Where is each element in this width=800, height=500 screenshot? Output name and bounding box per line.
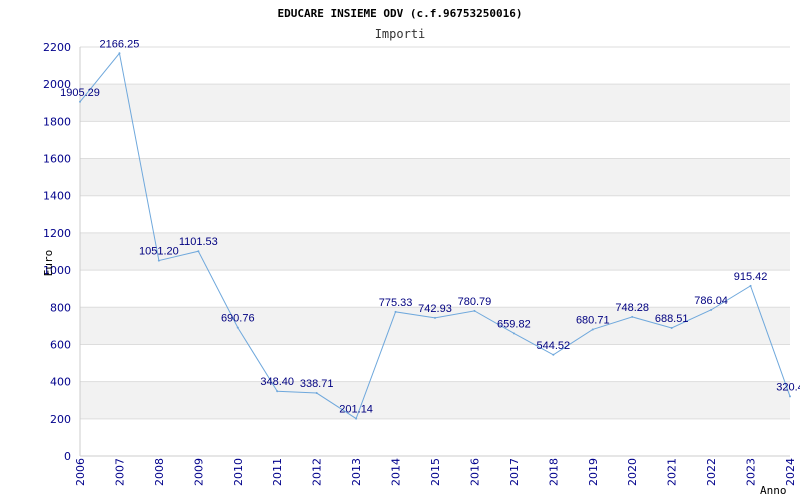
data-point bbox=[789, 395, 791, 398]
data-series bbox=[79, 52, 791, 420]
data-label: 775.33 bbox=[379, 297, 413, 309]
y-axis-label: Euro bbox=[42, 250, 55, 277]
x-tick-label: 2013 bbox=[350, 458, 363, 486]
data-point bbox=[434, 316, 436, 319]
data-label: 680.71 bbox=[576, 314, 610, 326]
y-tick-label: 1800 bbox=[43, 115, 71, 128]
x-tick-label: 2009 bbox=[192, 458, 205, 486]
x-tick-label: 2019 bbox=[587, 458, 600, 486]
data-point bbox=[512, 332, 515, 335]
data-label: 659.82 bbox=[497, 318, 531, 330]
grid-band bbox=[80, 158, 790, 196]
grid-band bbox=[80, 381, 790, 419]
y-tick-label: 1600 bbox=[43, 153, 71, 166]
data-label: 690.76 bbox=[221, 313, 255, 325]
grid-band bbox=[80, 307, 790, 345]
y-tick-label: 1200 bbox=[43, 227, 71, 240]
x-tick-label: 2022 bbox=[705, 458, 718, 486]
x-tick-label: 2017 bbox=[508, 458, 521, 486]
x-tick-label: 2018 bbox=[547, 458, 560, 486]
data-point bbox=[118, 52, 121, 55]
x-tick-label: 2007 bbox=[113, 458, 126, 486]
data-label: 742.93 bbox=[418, 303, 452, 315]
y-tick-label: 200 bbox=[50, 413, 71, 426]
chart-title: EDUCARE INSIEME ODV (c.f.96753250016) bbox=[277, 7, 522, 20]
data-point bbox=[710, 308, 713, 311]
x-tick-label: 2023 bbox=[745, 458, 758, 486]
data-point bbox=[591, 328, 594, 331]
data-label: 348.40 bbox=[260, 376, 294, 388]
y-tick-labels: 0 200 400 600 800 1000 1200 1400 1600 1800 2000 220… bbox=[43, 41, 71, 463]
x-tick-label: 2012 bbox=[311, 458, 324, 486]
axes bbox=[79, 47, 790, 457]
y-tick-label: 0 bbox=[64, 450, 71, 463]
data-label: 338.71 bbox=[300, 378, 334, 390]
data-point bbox=[197, 250, 200, 253]
data-label: 915.42 bbox=[734, 271, 768, 283]
x-tick-label: 2006 bbox=[74, 458, 87, 486]
y-tick-label: 400 bbox=[50, 376, 71, 389]
x-tick-label: 2016 bbox=[468, 458, 481, 486]
y-tick-label: 1000 bbox=[43, 264, 71, 277]
data-point bbox=[236, 326, 239, 329]
data-point bbox=[552, 353, 555, 356]
y-tick-label: 2200 bbox=[43, 41, 71, 54]
data-point bbox=[631, 315, 634, 318]
data-point bbox=[276, 390, 279, 393]
y-tick-label: 800 bbox=[50, 301, 71, 314]
x-tick-label: 2020 bbox=[626, 458, 639, 486]
x-tick-label: 2008 bbox=[153, 458, 166, 486]
data-label: 780.79 bbox=[458, 296, 492, 308]
chart-subtitle: Importi bbox=[375, 27, 426, 41]
data-label: 2166.25 bbox=[100, 38, 140, 50]
data-label: 1101.53 bbox=[179, 236, 218, 248]
data-point bbox=[670, 326, 673, 329]
x-tick-label: 2011 bbox=[271, 458, 284, 486]
y-tick-label: 600 bbox=[50, 338, 71, 351]
data-point bbox=[355, 417, 358, 420]
data-point bbox=[315, 392, 318, 395]
data-point bbox=[79, 100, 81, 103]
x-tick-label: 2015 bbox=[429, 458, 442, 486]
x-tick-label: 2014 bbox=[390, 458, 403, 486]
data-label: 688.51 bbox=[655, 313, 689, 325]
x-tick-label: 2024 bbox=[784, 458, 797, 486]
data-label: 544.52 bbox=[537, 340, 571, 352]
data-label: 320.4 bbox=[776, 381, 800, 393]
x-tick-label: 2021 bbox=[666, 458, 679, 486]
x-tick-labels: 2006 2007 2008 2009 2010 2011 2012 2013 2014 2015… bbox=[74, 458, 797, 486]
data-label: 201.14 bbox=[339, 404, 373, 416]
data-point bbox=[473, 309, 476, 312]
data-point bbox=[394, 310, 397, 313]
y-tick-label: 1400 bbox=[43, 190, 71, 203]
data-point bbox=[157, 259, 160, 262]
grid-bands bbox=[80, 46, 790, 457]
data-label: 1051.20 bbox=[139, 246, 179, 258]
y-tick-label: 2000 bbox=[43, 78, 71, 91]
grid-band bbox=[80, 84, 790, 122]
x-axis-label: Anno bbox=[760, 484, 787, 497]
x-tick-label: 2010 bbox=[232, 458, 245, 486]
data-label: 1905.29 bbox=[60, 87, 100, 99]
data-label: 786.04 bbox=[694, 295, 728, 307]
data-label: 748.28 bbox=[615, 302, 649, 314]
data-point bbox=[749, 284, 752, 287]
